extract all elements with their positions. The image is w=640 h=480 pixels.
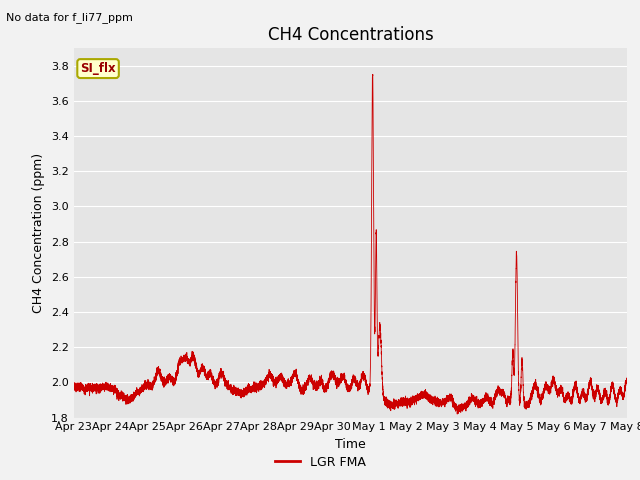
X-axis label: Time: Time: [335, 438, 366, 451]
Y-axis label: CH4 Concentration (ppm): CH4 Concentration (ppm): [32, 153, 45, 313]
Text: No data for f_li77_ppm: No data for f_li77_ppm: [6, 12, 133, 23]
Text: SI_flx: SI_flx: [80, 62, 116, 75]
Legend: LGR FMA: LGR FMA: [269, 451, 371, 474]
Title: CH4 Concentrations: CH4 Concentrations: [268, 25, 433, 44]
